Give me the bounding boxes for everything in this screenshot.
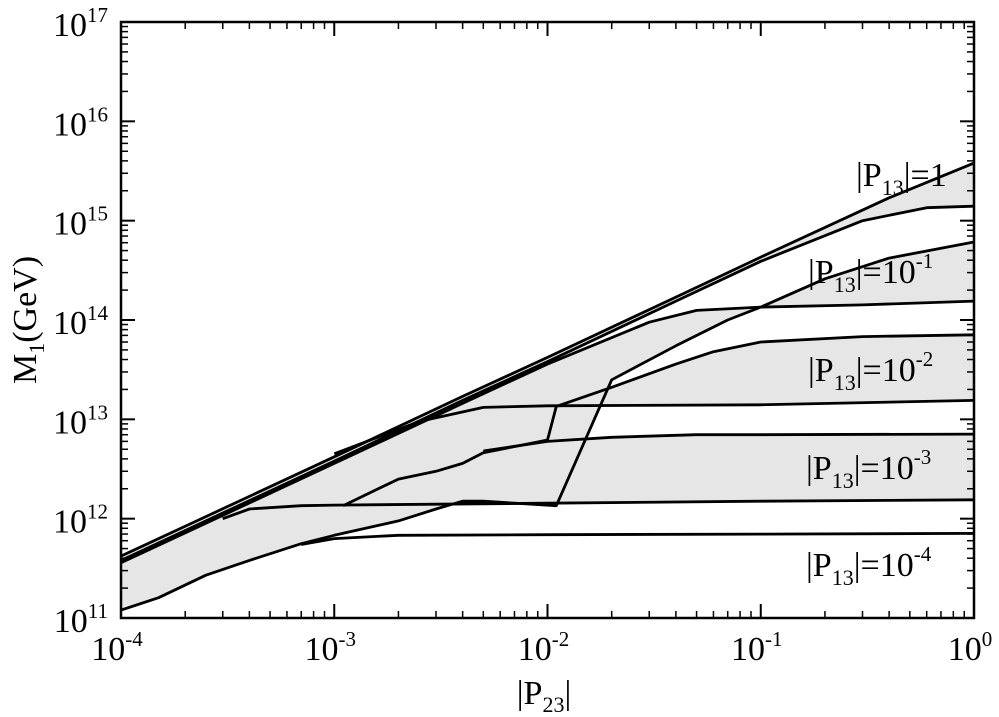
curve-label-2: |P13|=10-1 bbox=[808, 249, 933, 297]
x-tick-label: 10-1 bbox=[731, 627, 783, 668]
y-tick-label: 1015 bbox=[53, 202, 108, 243]
x-tick-label: 10-4 bbox=[91, 627, 143, 668]
curve-label-5: |P13|=10-4 bbox=[806, 542, 932, 590]
y-tick-label: 1014 bbox=[53, 301, 109, 342]
band-3 bbox=[334, 334, 974, 506]
y-axis-label: M1(GeV) bbox=[7, 256, 49, 384]
curve-5-lower bbox=[300, 532, 975, 546]
y-tick-label: 1016 bbox=[53, 102, 108, 143]
curve-label-1: |P13|=1 bbox=[856, 157, 947, 200]
curve-2-upper bbox=[120, 299, 975, 564]
curve-label-3: |P13|=10-2 bbox=[808, 347, 933, 395]
curve-1-lower bbox=[120, 204, 975, 562]
ticks: 10-4 10-3 10-2 10-1 100 1011 1012 1013 1014 1015 1… bbox=[53, 3, 992, 668]
y-tick-label: 1012 bbox=[53, 500, 108, 541]
curve-2-lower bbox=[120, 240, 975, 612]
band-4 bbox=[222, 434, 975, 519]
x-tick-label: 100 bbox=[948, 627, 993, 668]
curve-1-upper bbox=[120, 161, 975, 558]
y-tick-label: 1011 bbox=[54, 599, 108, 640]
curve-labels: |P13|=1 |P13|=10-1 |P13|=10-2 |P13|=10-3 |P1… bbox=[806, 157, 947, 590]
curve-4-lower bbox=[483, 432, 975, 453]
curve-label-4: |P13|=10-3 bbox=[806, 445, 931, 493]
curve-4-upper bbox=[222, 498, 975, 521]
x-axis-label: |P23| bbox=[517, 675, 572, 717]
y-tick-label: 1017 bbox=[53, 3, 108, 44]
curve-3-lower bbox=[342, 333, 975, 507]
y-tick-label: 1013 bbox=[53, 400, 108, 441]
curves bbox=[120, 161, 975, 612]
x-tick-label: 10-3 bbox=[305, 627, 357, 668]
x-tick-label: 10-2 bbox=[518, 627, 570, 668]
curve-3-upper bbox=[333, 399, 975, 456]
